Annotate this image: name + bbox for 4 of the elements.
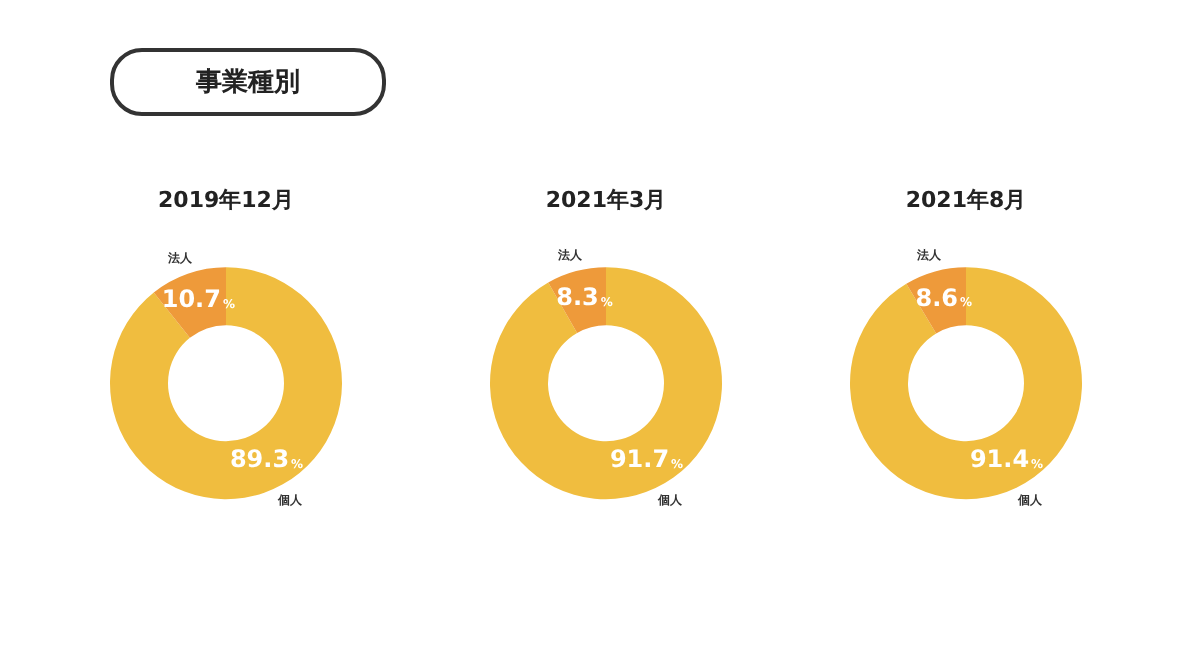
text: 事業種別: [110, 48, 386, 116]
chart-title: 2021年8月: [905, 186, 1027, 213]
chart-title: 2019年12月: [158, 186, 294, 213]
chart-title: 2021年3月: [545, 186, 667, 213]
